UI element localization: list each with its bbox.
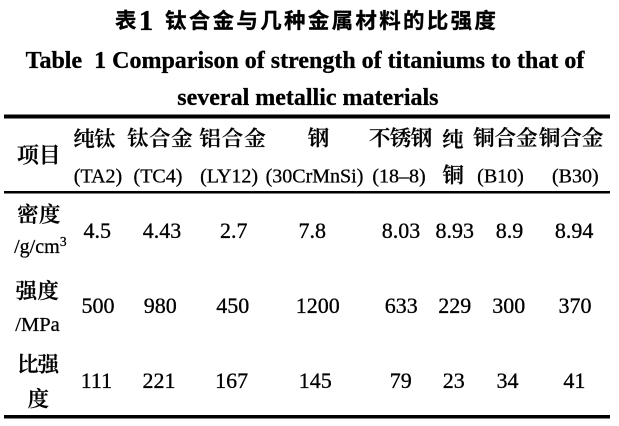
svg-text:8.9: 8.9	[496, 218, 524, 243]
svg-text:8.03: 8.03	[382, 218, 421, 243]
svg-text:/g/cm: /g/cm	[14, 236, 60, 258]
svg-text:4.43: 4.43	[143, 218, 182, 243]
svg-text:/MPa: /MPa	[15, 314, 59, 336]
svg-text:(TC4): (TC4)	[134, 166, 183, 188]
svg-text:2.7: 2.7	[220, 218, 248, 243]
svg-text:41: 41	[563, 368, 585, 393]
svg-text:229: 229	[438, 293, 471, 318]
svg-text:8.94: 8.94	[555, 218, 594, 243]
svg-text:Table 1 Comparison of strengt: Table 1 Comparison of strength of titani…	[26, 48, 586, 74]
svg-text:1200: 1200	[296, 293, 340, 318]
svg-text:34: 34	[497, 368, 519, 393]
svg-text:1: 1	[139, 5, 154, 37]
svg-text:7.8: 7.8	[299, 218, 327, 243]
svg-text:167: 167	[215, 368, 248, 393]
svg-text:(B30): (B30)	[552, 166, 599, 188]
svg-text:(LY12): (LY12)	[200, 166, 258, 188]
svg-text:145: 145	[299, 368, 332, 393]
svg-text:(30CrMnSi): (30CrMnSi)	[266, 166, 364, 188]
svg-text:4.5: 4.5	[83, 218, 111, 243]
svg-text:633: 633	[385, 293, 418, 318]
svg-text:3: 3	[60, 234, 67, 249]
svg-text:23: 23	[443, 368, 465, 393]
svg-text:(TA2): (TA2)	[74, 166, 122, 188]
svg-text:450: 450	[216, 293, 249, 318]
svg-text:300: 300	[492, 293, 525, 318]
svg-text:221: 221	[143, 368, 176, 393]
svg-text:8.93: 8.93	[435, 218, 474, 243]
svg-text:111: 111	[81, 368, 112, 393]
svg-text:79: 79	[390, 368, 412, 393]
svg-text:500: 500	[82, 293, 115, 318]
svg-text:several metallic materials: several metallic materials	[177, 85, 438, 111]
svg-text:(18–8): (18–8)	[372, 166, 425, 188]
svg-text:(B10): (B10)	[477, 166, 524, 188]
svg-text:370: 370	[559, 293, 592, 318]
svg-text:980: 980	[144, 293, 177, 318]
